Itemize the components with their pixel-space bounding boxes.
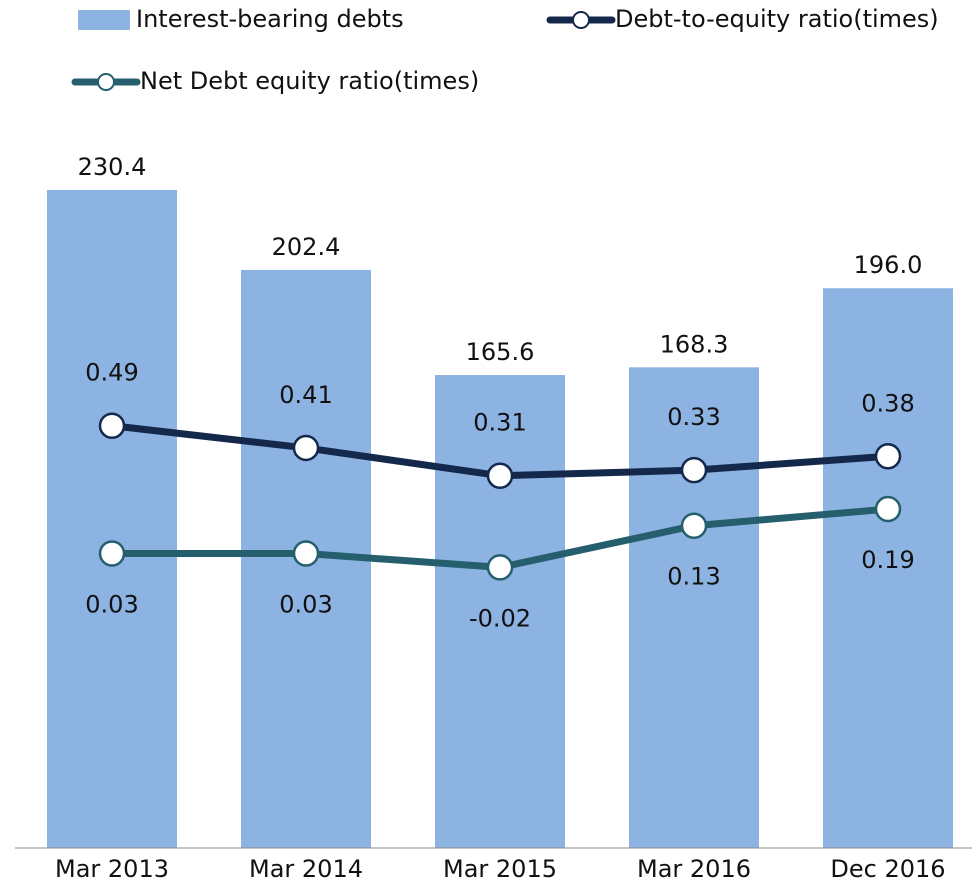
bar <box>435 375 565 848</box>
line-value-label: 0.03 <box>279 591 332 619</box>
legend-marker <box>97 73 115 91</box>
line-value-label: 0.38 <box>861 389 914 417</box>
bar-value-label: 202.4 <box>272 233 341 261</box>
line-value-label: 0.33 <box>667 403 720 431</box>
line-marker <box>98 412 126 439</box>
bar <box>47 189 177 848</box>
line-value-label: 0.49 <box>85 359 138 387</box>
line-value-label: 0.31 <box>473 409 526 437</box>
x-tick-label: Mar 2015 <box>443 855 557 883</box>
bar-value-label: 230.4 <box>78 153 147 181</box>
line-value-label: -0.02 <box>469 604 531 632</box>
bar <box>629 367 759 848</box>
line-marker <box>292 540 320 567</box>
line-marker <box>98 540 126 567</box>
x-tick-label: Dec 2016 <box>830 855 945 883</box>
bar <box>823 288 953 848</box>
line-marker <box>680 512 708 539</box>
bar-value-label: 196.0 <box>854 251 923 279</box>
legend-label: Interest-bearing debts <box>136 5 404 33</box>
legend-label: Debt-to-equity ratio(times) <box>615 5 939 33</box>
line-marker <box>486 554 514 581</box>
x-tick-label: Mar 2014 <box>249 855 363 883</box>
legend-marker <box>572 11 590 29</box>
line-marker <box>874 443 902 470</box>
line-value-label: 0.41 <box>279 381 332 409</box>
line-value-label: 0.03 <box>85 591 138 619</box>
line-marker <box>486 462 514 489</box>
x-tick-label: Mar 2013 <box>55 855 169 883</box>
bar-value-label: 165.6 <box>466 338 535 366</box>
legend-swatch <box>78 10 130 30</box>
legend-label: Net Debt equity ratio(times) <box>140 67 479 95</box>
bar-value-label: 168.3 <box>660 330 729 358</box>
line-value-label: 0.19 <box>861 546 914 574</box>
line-marker <box>292 434 320 462</box>
line-marker <box>874 495 902 523</box>
x-tick-label: Mar 2016 <box>637 855 751 883</box>
line-value-label: 0.13 <box>667 563 720 591</box>
line-marker <box>680 456 708 484</box>
